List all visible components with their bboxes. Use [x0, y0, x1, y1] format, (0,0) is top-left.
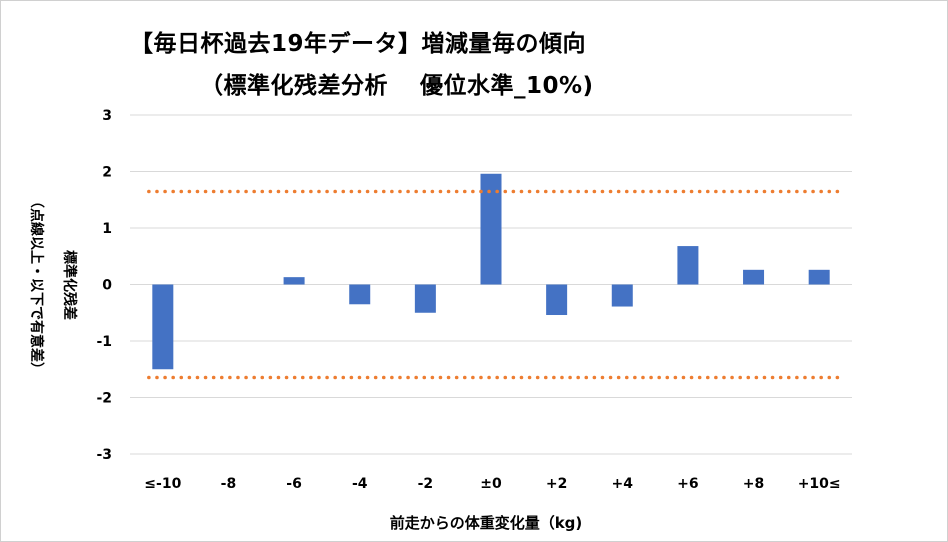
x-tick-label: +2: [546, 476, 567, 492]
bars: [152, 173, 830, 370]
x-tick-label: +10≤: [798, 476, 841, 492]
bar: [414, 284, 436, 313]
x-tick-label: ≤-10: [144, 476, 181, 492]
x-tick-label: -4: [352, 476, 368, 492]
x-axis-label: 前走からの体重変化量（kg): [390, 514, 583, 532]
y-tick-label: 3: [102, 108, 112, 124]
bar: [743, 269, 765, 285]
y-tick-label: -1: [96, 334, 112, 350]
x-tick-label: -8: [221, 476, 237, 492]
bar: [808, 269, 830, 285]
x-tick-label: +4: [612, 476, 634, 492]
bar: [611, 284, 633, 307]
threshold-lines: [147, 189, 841, 380]
y-axis-label-note: （点線以上・以下で有意差）: [28, 194, 45, 376]
y-tick-label: -2: [96, 391, 112, 407]
bar: [283, 277, 305, 285]
bar: [677, 246, 699, 285]
chart-subtitle: （標準化残差分析 優位水準_10%): [200, 73, 594, 99]
y-axis-label-main: 標準化残差: [61, 250, 78, 320]
bar: [349, 284, 371, 305]
x-tick-label: -6: [286, 476, 302, 492]
bar: [546, 284, 568, 316]
y-tick-label: 0: [102, 278, 112, 294]
bar: [152, 284, 174, 370]
y-tick-label: -3: [96, 447, 112, 463]
y-tick-labels: 3 2 1 0 -1 -2 -3: [96, 108, 112, 463]
x-tick-label: +6: [677, 476, 698, 492]
y-tick-label: 2: [102, 165, 112, 181]
x-tick-labels: ≤-10 -8 -6 -4 -2 ±0 +2 +4 +6 +8 +10≤: [144, 476, 840, 492]
bar: [480, 173, 502, 285]
chart-title: 【毎日杯過去19年データ】増減量毎の傾向: [130, 31, 587, 57]
x-tick-label: -2: [418, 476, 434, 492]
x-tick-label: +8: [743, 476, 764, 492]
y-tick-label: 1: [102, 221, 112, 237]
x-tick-label: ±0: [480, 476, 502, 492]
